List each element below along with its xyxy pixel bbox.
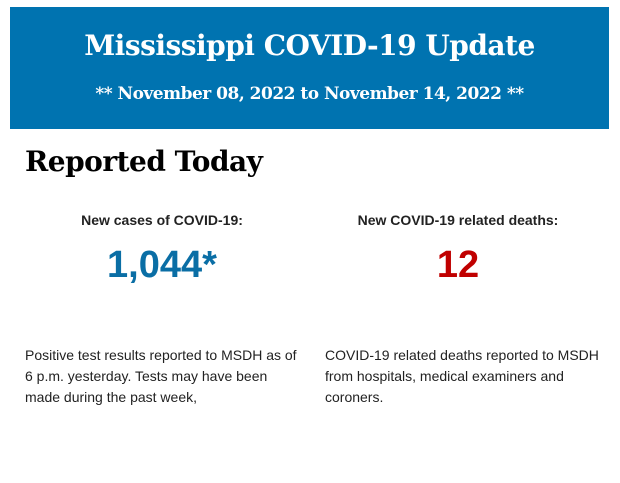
deaths-panel: New COVID-19 related deaths: 12 (318, 212, 598, 287)
date-range: ** November 08, 2022 to November 14, 202… (95, 84, 524, 104)
deaths-value: 12 (436, 244, 480, 286)
cases-panel: New cases of COVID-19: 1,044* (22, 212, 302, 287)
deaths-description: COVID-19 related deaths reported to MSDH… (325, 347, 599, 405)
page-title: Mississippi COVID-19 Update (84, 29, 535, 62)
cases-label: New cases of COVID-19: (81, 212, 243, 228)
cases-value: 1,044* (107, 244, 217, 286)
deaths-label: New COVID-19 related deaths: (357, 212, 559, 228)
cases-description: Positive test results reported to MSDH a… (25, 347, 297, 405)
header-banner: Mississippi COVID-19 Update ** November … (10, 7, 609, 129)
section-title: Reported Today (25, 145, 263, 178)
